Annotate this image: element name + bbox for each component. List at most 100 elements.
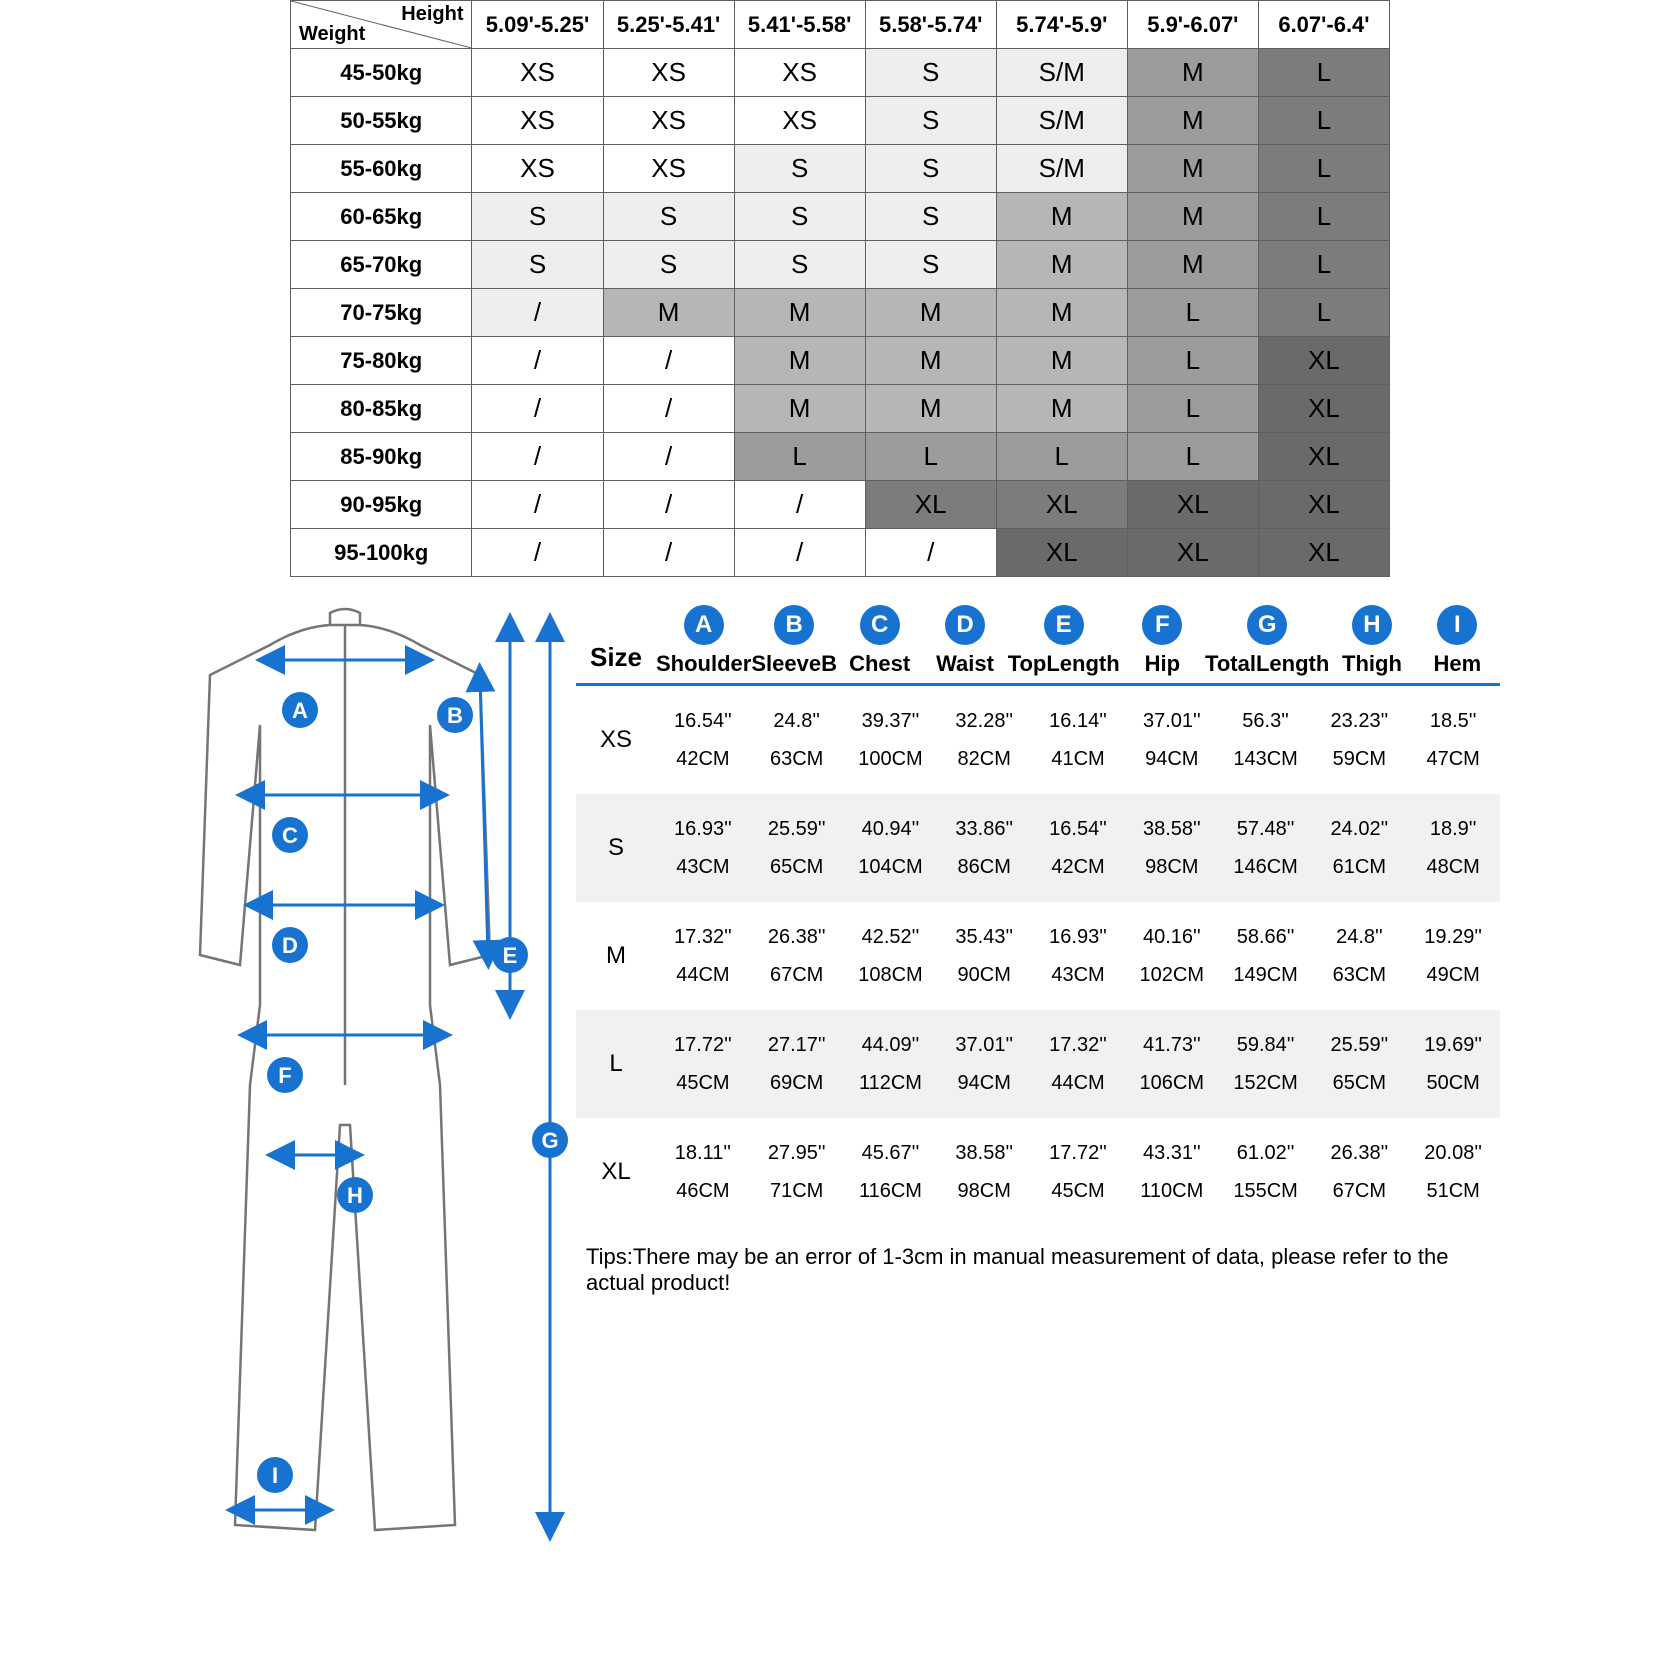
size-cell: S — [865, 49, 996, 97]
measure-badge-icon: H — [1352, 605, 1392, 645]
size-cell: M — [996, 385, 1127, 433]
measure-cm: 44CM — [1031, 1064, 1125, 1102]
size-cell: XL — [1258, 529, 1389, 577]
measure-inches: 17.32'' — [1031, 1026, 1125, 1064]
size-cell: S — [734, 193, 865, 241]
measure-col-e: ETopLength — [1008, 605, 1120, 677]
size-cell: M — [1127, 241, 1258, 289]
size-cell: / — [603, 481, 734, 529]
size-cell: S — [734, 241, 865, 289]
measure-inches: 25.59'' — [750, 810, 844, 848]
measure-cell: 17.72''45CM — [656, 1026, 750, 1102]
diagram-badge-b: B — [447, 703, 463, 728]
measure-cell: 17.32''44CM — [656, 918, 750, 994]
measure-cm: 116CM — [844, 1172, 938, 1210]
measure-badge-icon: G — [1247, 605, 1287, 645]
size-cell: L — [1258, 289, 1389, 337]
measure-cm: 100CM — [844, 740, 938, 778]
measure-cell: 37.01''94CM — [1125, 702, 1219, 778]
measure-cell: 17.72''45CM — [1031, 1134, 1125, 1210]
measure-row: XL18.11''46CM27.95''71CM45.67''116CM38.5… — [576, 1118, 1500, 1226]
measurement-table: Size AShoulderBSleeveBCChestDWaistETopLe… — [576, 605, 1500, 1296]
measure-cm: 94CM — [937, 1064, 1031, 1102]
measure-cell: 40.16''102CM — [1125, 918, 1219, 994]
size-cell: XS — [734, 97, 865, 145]
size-cell: S — [865, 241, 996, 289]
measure-cell: 32.28''82CM — [937, 702, 1031, 778]
size-cell: M — [734, 337, 865, 385]
size-cell: XL — [1127, 529, 1258, 577]
measure-cm: 102CM — [1125, 956, 1219, 994]
measure-cm: 90CM — [937, 956, 1031, 994]
measure-cell: 26.38''67CM — [1312, 1134, 1406, 1210]
measure-cell: 33.86''86CM — [937, 810, 1031, 886]
measure-inches: 40.94'' — [844, 810, 938, 848]
measure-cm: 63CM — [1312, 956, 1406, 994]
measure-inches: 24.8'' — [1312, 918, 1406, 956]
measure-cm: 108CM — [844, 956, 938, 994]
measure-cell: 39.37''100CM — [844, 702, 938, 778]
measure-cell: 38.58''98CM — [937, 1134, 1031, 1210]
measure-cell: 35.43''90CM — [937, 918, 1031, 994]
measure-cell: 40.94''104CM — [844, 810, 938, 886]
measure-inches: 42.52'' — [844, 918, 938, 956]
size-cell: L — [734, 433, 865, 481]
measure-cm: 47CM — [1406, 740, 1500, 778]
measure-cm: 152CM — [1219, 1064, 1313, 1102]
size-cell: XS — [734, 49, 865, 97]
measure-cm: 110CM — [1125, 1172, 1219, 1210]
size-cell: / — [865, 529, 996, 577]
measure-cell: 23.23''59CM — [1312, 702, 1406, 778]
measure-cm: 94CM — [1125, 740, 1219, 778]
measure-cell: 43.31''110CM — [1125, 1134, 1219, 1210]
size-cell: XL — [1258, 385, 1389, 433]
measure-badge-icon: B — [774, 605, 814, 645]
measure-inches: 43.31'' — [1125, 1134, 1219, 1172]
size-chart-row: 45-50kgXSXSXSSS/MML — [291, 49, 1390, 97]
measure-size-label: S — [576, 834, 656, 862]
size-cell: S — [603, 193, 734, 241]
measure-inches: 26.38'' — [750, 918, 844, 956]
size-cell: / — [603, 337, 734, 385]
measure-badge-icon: F — [1142, 605, 1182, 645]
size-cell: M — [1127, 49, 1258, 97]
measure-cm: 71CM — [750, 1172, 844, 1210]
size-chart-row: 95-100kg////XLXLXL — [291, 529, 1390, 577]
measure-inches: 25.59'' — [1312, 1026, 1406, 1064]
measure-cell: 24.8''63CM — [1312, 918, 1406, 994]
measure-inches: 41.73'' — [1125, 1026, 1219, 1064]
size-cell: XS — [472, 145, 603, 193]
measure-col-name: Hem — [1415, 651, 1500, 677]
size-cell: XS — [472, 97, 603, 145]
measure-cm: 65CM — [1312, 1064, 1406, 1102]
measure-cm: 42CM — [656, 740, 750, 778]
measure-cell: 44.09''112CM — [844, 1026, 938, 1102]
diagram-badge-d: D — [282, 933, 298, 958]
size-chart-header-row: Height Weight 5.09'-5.25'5.25'-5.41'5.41… — [291, 1, 1390, 49]
size-cell: S/M — [996, 145, 1127, 193]
measure-cm: 106CM — [1125, 1064, 1219, 1102]
diagram-badge-a: A — [292, 698, 308, 723]
measure-inches: 24.02'' — [1312, 810, 1406, 848]
size-cell: M — [1127, 193, 1258, 241]
measure-inches: 17.72'' — [656, 1026, 750, 1064]
measure-col-name: Thigh — [1329, 651, 1414, 677]
measure-inches: 16.93'' — [1031, 918, 1125, 956]
measure-cell: 19.29''49CM — [1406, 918, 1500, 994]
measure-col-c: CChest — [837, 605, 922, 677]
weight-label: 55-60kg — [291, 145, 472, 193]
measure-cm: 44CM — [656, 956, 750, 994]
measure-cm: 112CM — [844, 1064, 938, 1102]
size-cell: S — [865, 97, 996, 145]
measure-cm: 67CM — [1312, 1172, 1406, 1210]
weight-label: 60-65kg — [291, 193, 472, 241]
measure-col-name: Hip — [1120, 651, 1205, 677]
measure-cell: 59.84''152CM — [1219, 1026, 1313, 1102]
measure-inches: 24.8'' — [750, 702, 844, 740]
measure-inches: 61.02'' — [1219, 1134, 1313, 1172]
measure-cm: 51CM — [1406, 1172, 1500, 1210]
size-cell: L — [1258, 241, 1389, 289]
measure-inches: 17.72'' — [1031, 1134, 1125, 1172]
measure-cm: 82CM — [937, 740, 1031, 778]
height-col-5: 5.9'-6.07' — [1127, 1, 1258, 49]
